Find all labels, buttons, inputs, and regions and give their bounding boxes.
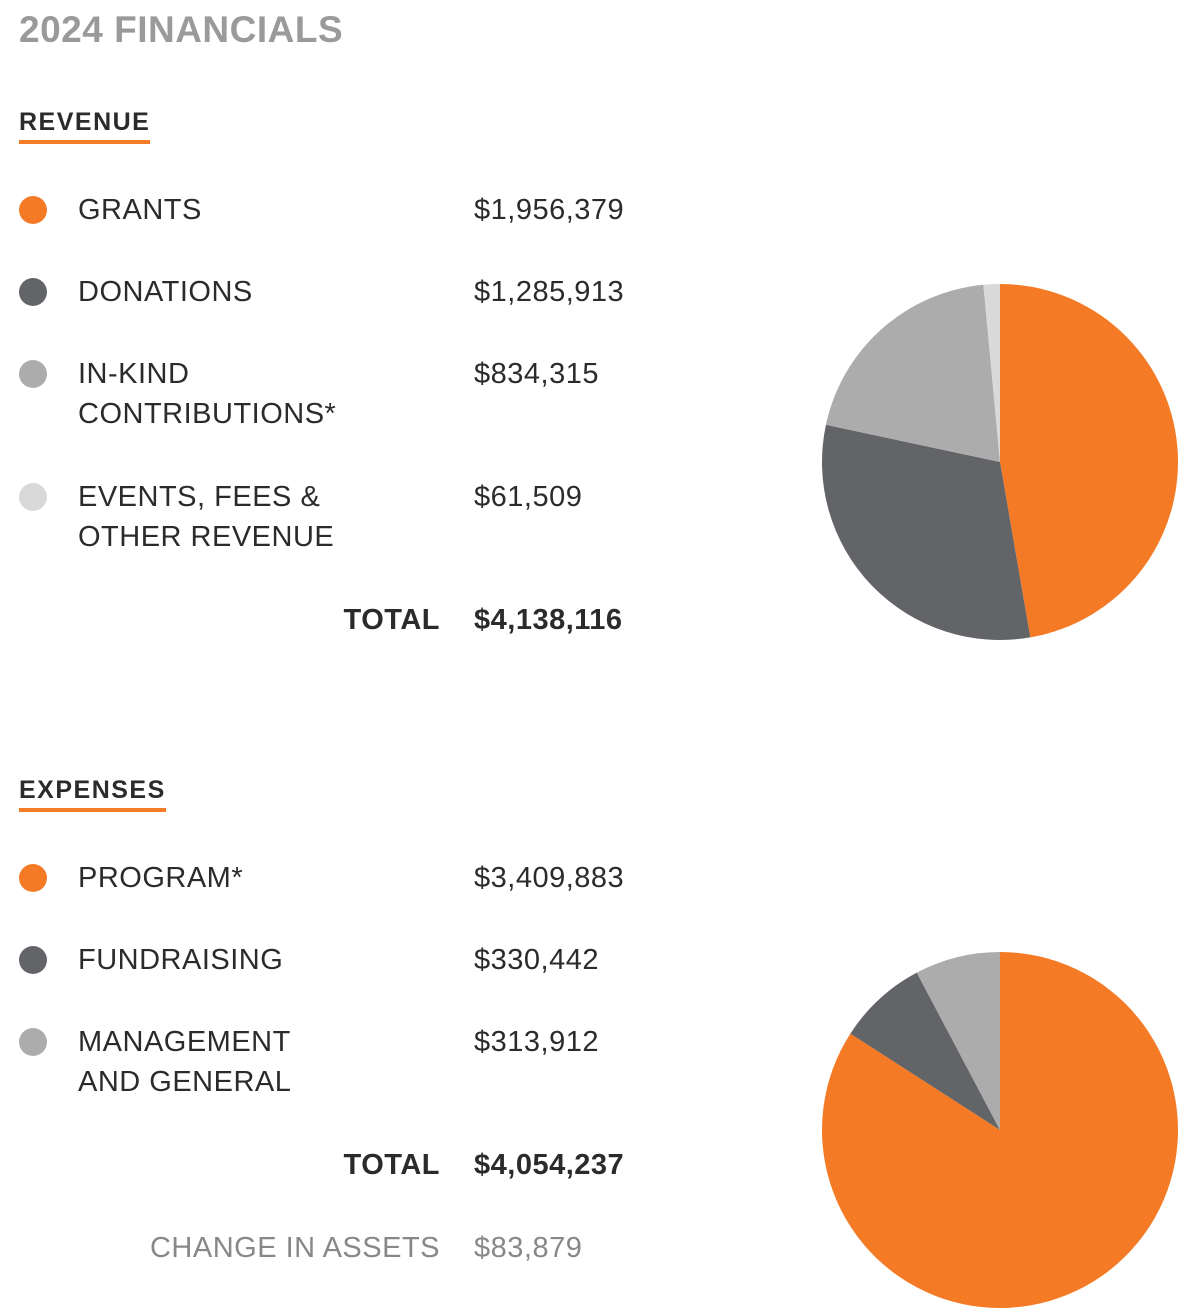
pie-slice <box>821 424 1031 640</box>
legend-label: IN-KIND CONTRIBUTIONS* <box>78 358 337 430</box>
legend-swatch <box>19 483 47 511</box>
pie-slice <box>850 972 1000 1130</box>
amount: $330,442 <box>474 944 599 976</box>
legend-label: FUNDRAISING <box>78 944 284 976</box>
amount: $834,315 <box>474 358 599 390</box>
section-title: EXPENSES <box>19 774 166 812</box>
pie-slice <box>916 952 1000 1130</box>
legend-swatch <box>19 864 47 892</box>
legend-label: PROGRAM* <box>78 862 244 894</box>
change-label: CHANGE IN ASSETS <box>149 1232 440 1264</box>
pie-slice <box>983 284 1000 462</box>
amount: $1,285,913 <box>474 276 625 308</box>
legend-swatch <box>19 360 47 388</box>
legend-label: EVENTS, FEES & OTHER REVENUE <box>78 481 335 553</box>
total-label: TOTAL <box>343 604 440 636</box>
total-amount: $4,054,237 <box>474 1149 625 1181</box>
pie-slice <box>1000 284 1178 638</box>
legend-label: MANAGEMENT AND GENERAL <box>78 1026 292 1098</box>
section-title: REVENUE <box>19 106 151 144</box>
page-title: 2024 FINANCIALS <box>19 9 344 50</box>
change-amount: $83,879 <box>474 1232 583 1264</box>
legend-label: DONATIONS <box>78 276 253 308</box>
total-label: TOTAL <box>343 1149 440 1181</box>
legend-swatch <box>19 1028 47 1056</box>
amount: $1,956,379 <box>474 194 625 226</box>
legend-swatch <box>19 946 47 974</box>
amount: $61,509 <box>474 481 583 513</box>
legend-label: GRANTS <box>78 194 202 226</box>
amount: $3,409,883 <box>474 862 625 894</box>
total-amount: $4,138,116 <box>474 604 623 636</box>
pie-slice <box>825 284 1000 462</box>
legend-swatch <box>19 278 47 306</box>
legend-swatch <box>19 196 47 224</box>
amount: $313,912 <box>474 1026 599 1058</box>
